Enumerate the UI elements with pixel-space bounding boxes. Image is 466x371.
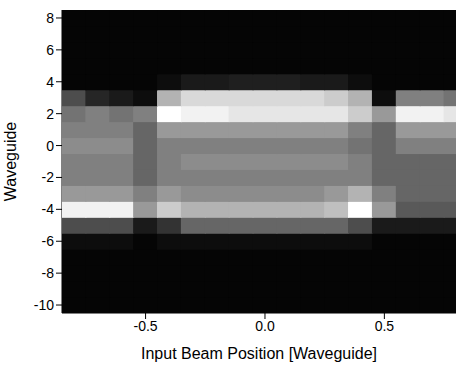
svg-text:0.0: 0.0 — [255, 318, 275, 334]
svg-text:0: 0 — [46, 138, 54, 154]
svg-text:2: 2 — [46, 106, 54, 122]
svg-text:-2: -2 — [42, 169, 55, 185]
svg-text:6: 6 — [46, 42, 54, 58]
svg-text:8: 8 — [46, 10, 54, 26]
svg-text:-10: -10 — [34, 297, 54, 313]
svg-text:-6: -6 — [42, 233, 55, 249]
svg-text:0.5: 0.5 — [375, 318, 395, 334]
svg-text:-4: -4 — [42, 201, 55, 217]
svg-text:Waveguide: Waveguide — [2, 122, 19, 202]
svg-text:-0.5: -0.5 — [134, 318, 158, 334]
svg-text:Input Beam Position [Waveguide: Input Beam Position [Waveguide] — [141, 345, 377, 362]
svg-text:-8: -8 — [42, 265, 55, 281]
svg-text:4: 4 — [46, 74, 54, 90]
